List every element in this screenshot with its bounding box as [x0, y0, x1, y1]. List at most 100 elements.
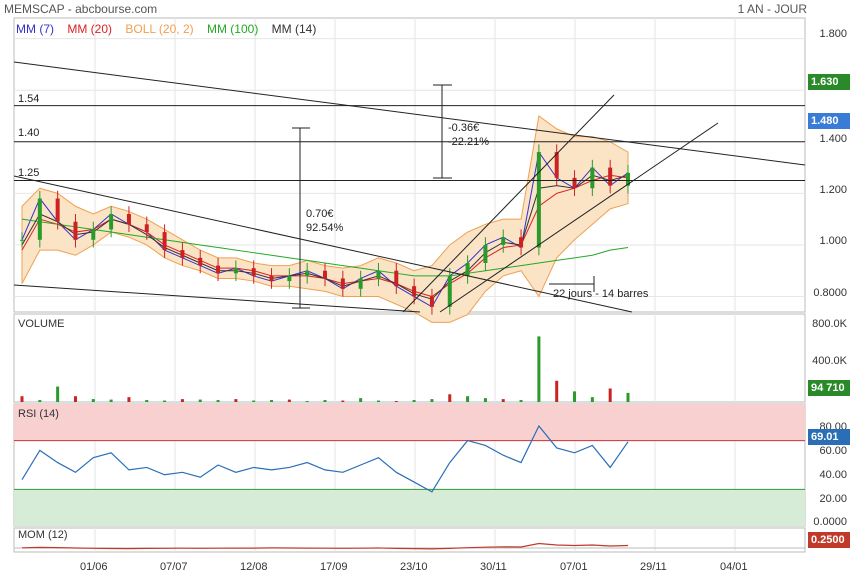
volume-bar: [448, 394, 452, 402]
volume-bar: [501, 399, 505, 402]
candle-body: [323, 270, 327, 279]
volume-bar: [626, 392, 630, 402]
legend-boll: BOLL (20, 2): [125, 22, 194, 36]
volume-bar: [38, 400, 42, 402]
candle-body: [394, 270, 399, 287]
candle-body: [109, 214, 114, 230]
volume-bar: [323, 400, 327, 402]
volume-bar: [180, 399, 184, 402]
candle-body: [73, 221, 78, 240]
volume-bar: [376, 400, 380, 402]
volume-bar: [56, 386, 60, 402]
volume-bar: [359, 398, 363, 402]
volume-bar: [412, 400, 416, 402]
price-high-badge: 1.630: [808, 74, 850, 90]
candle-body: [376, 270, 381, 279]
candle-body: [465, 263, 470, 276]
rsi-tick-label: 20.00: [819, 493, 847, 505]
hline-label-125: 1.25: [18, 167, 40, 179]
volume-bar: [573, 391, 577, 402]
legend-mm7: MM (7): [16, 22, 54, 36]
trend-line: [13, 61, 806, 166]
candle-body: [519, 237, 524, 248]
volume-bar: [234, 399, 238, 402]
price-panel: [13, 17, 806, 313]
mom-line: [21, 542, 629, 550]
period-measure-label: 22 jours - 14 barres: [553, 288, 649, 300]
rise-percent-label: 92.54%: [306, 222, 344, 234]
volume-bar: [341, 400, 345, 402]
candle-body: [626, 172, 630, 186]
legend-mm14: MM (14): [271, 22, 317, 36]
volume-bar: [252, 400, 256, 402]
legend-mm20: MM (20): [67, 22, 113, 36]
rsi-tick-label: 0.0000: [813, 516, 847, 528]
volume-bar: [198, 399, 202, 402]
price-tick-label: 1.000: [819, 235, 847, 247]
period-label: 1 AN - JOUR: [737, 2, 807, 16]
candle-body: [216, 265, 221, 274]
volume-panel: [13, 313, 806, 403]
volume-bar: [430, 399, 434, 402]
candle-body: [198, 257, 203, 266]
rsi-oversold-zone: [14, 489, 805, 526]
candle-body: [269, 275, 274, 282]
volume-bar: [537, 336, 541, 402]
rsi-line: [21, 424, 629, 493]
indicator-legend: MM (7) MM (20) BOLL (20, 2) MM (100) MM …: [16, 22, 326, 36]
legend-mm100: MM (100): [206, 22, 259, 36]
volume-bar: [20, 396, 24, 402]
mom-panel-title: MOM (12): [18, 529, 68, 541]
volume-bar: [305, 401, 309, 403]
volume-bar: [519, 400, 523, 402]
drop-amount-label: -0.36€: [448, 122, 480, 134]
x-tick-label: 30/11: [480, 561, 507, 573]
candle-body: [287, 275, 292, 282]
candle-body: [144, 224, 149, 233]
x-tick-label: 01/06: [80, 561, 108, 573]
candle-body: [180, 250, 185, 258]
candle-body: [340, 278, 345, 289]
candle-body: [483, 244, 488, 263]
rsi-last-badge: 69.01: [808, 429, 850, 445]
volume-bar: [145, 400, 149, 402]
volume-bar: [163, 400, 167, 402]
candle-body: [162, 232, 167, 251]
candle-body: [412, 286, 417, 297]
candle-body: [608, 167, 613, 186]
x-tick-label: 12/08: [240, 561, 268, 573]
rsi-tick-label: 60.00: [819, 445, 847, 457]
volume-bar: [109, 399, 113, 402]
rsi-panel-title: RSI (14): [18, 408, 59, 420]
x-tick-label: 04/01: [720, 561, 748, 573]
candle-body: [501, 237, 506, 245]
drop-percent-label: -22.21%: [448, 136, 489, 148]
candle-body: [590, 167, 595, 189]
price-tick-label: 1.400: [819, 133, 847, 145]
x-tick-label: 07/01: [560, 561, 588, 573]
x-tick-label: 17/09: [320, 561, 348, 573]
candle-body: [233, 268, 238, 274]
hline-label-140: 1.40: [18, 127, 40, 139]
candle-body: [20, 239, 24, 241]
mom-last-badge: 0.2500: [808, 532, 850, 548]
candle-body: [536, 152, 541, 248]
x-tick-label: 07/07: [160, 561, 188, 573]
volume-bar: [590, 397, 594, 402]
volume-tick-label: 400.0K: [812, 355, 847, 367]
volume-tick-label: 800.0K: [812, 318, 847, 330]
trend-line: [13, 175, 633, 313]
volume-bar: [91, 399, 95, 402]
chart-source-title: MEMSCAP - abcbourse.com: [4, 2, 158, 16]
hline-label-154: 1.54: [18, 93, 40, 105]
volume-bar: [216, 400, 220, 402]
bollinger-band: [21, 115, 629, 323]
volume-bar: [555, 380, 559, 402]
candle-body: [251, 268, 256, 276]
volume-panel-title: VOLUME: [18, 318, 65, 330]
rsi-overbought-zone: [14, 404, 805, 441]
volume-bar: [466, 396, 470, 402]
price-tick-label: 1.200: [819, 184, 847, 196]
price-tick-label: 0.8000: [813, 287, 847, 299]
